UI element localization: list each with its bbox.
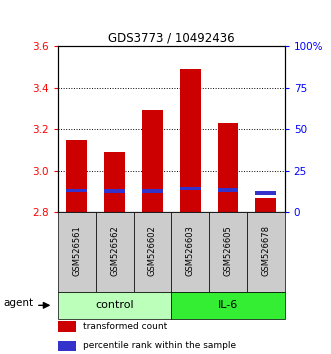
Text: transformed count: transformed count	[83, 322, 167, 331]
Text: GSM526602: GSM526602	[148, 225, 157, 276]
Text: percentile rank within the sample: percentile rank within the sample	[83, 341, 236, 350]
Bar	[133, 212, 171, 292]
Bar	[58, 212, 96, 292]
Bar	[58, 292, 171, 319]
Bar	[58, 321, 76, 332]
Bar	[256, 198, 276, 212]
Bar	[247, 212, 285, 292]
Bar	[58, 341, 76, 351]
Text: agent: agent	[3, 298, 33, 308]
Text: GSM526562: GSM526562	[110, 225, 119, 276]
Bar	[171, 212, 209, 292]
Text: GSM526605: GSM526605	[223, 225, 232, 276]
Text: GSM526603: GSM526603	[186, 225, 195, 276]
Bar	[142, 189, 163, 193]
Bar	[104, 152, 125, 212]
Bar	[67, 139, 87, 212]
Text: IL-6: IL-6	[218, 300, 238, 310]
Bar	[180, 69, 201, 212]
Bar	[209, 212, 247, 292]
Text: GSM526561: GSM526561	[72, 225, 81, 276]
Bar	[180, 187, 201, 190]
Title: GDS3773 / 10492436: GDS3773 / 10492436	[108, 32, 235, 45]
Bar	[217, 188, 238, 192]
Bar	[256, 191, 276, 195]
Bar	[67, 189, 87, 193]
Text: control: control	[95, 300, 134, 310]
Bar	[142, 110, 163, 212]
Text: GSM526678: GSM526678	[261, 225, 270, 276]
Bar	[217, 123, 238, 212]
Bar	[96, 212, 133, 292]
Bar	[104, 189, 125, 193]
Bar	[171, 292, 285, 319]
